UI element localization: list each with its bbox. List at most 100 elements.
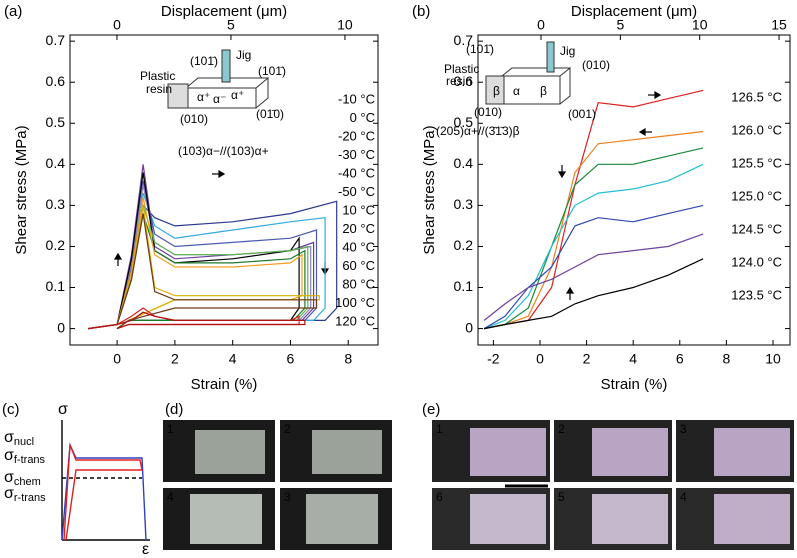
axis-symbol: ε [142, 541, 149, 558]
series-line [88, 172, 300, 330]
annotation: (010) [474, 105, 502, 119]
y-tick-label: 0 [57, 319, 65, 335]
axis-symbol: σ [58, 401, 68, 418]
x-tick-label: 10 [765, 351, 781, 367]
frame-number: 4 [167, 490, 174, 504]
x-tick-label: 6 [287, 351, 295, 367]
photos-d [163, 420, 392, 550]
y-tick-label: 0.2 [46, 237, 66, 253]
series-line [483, 233, 704, 321]
x-axis-title: Strain (%) [601, 376, 668, 393]
annotation: Plastic [140, 69, 175, 83]
x-tick-label: -2 [487, 351, 500, 367]
y-tick-label: 0 [465, 319, 473, 335]
legend-label: 40 °C [342, 239, 375, 254]
y-tick-label: 0.7 [46, 32, 66, 48]
legend-label: 80 °C [342, 276, 375, 291]
annotation: Jig [560, 44, 575, 58]
x2-tick-label: 10 [337, 17, 353, 33]
x-tick-label: 2 [583, 351, 591, 367]
legend-label: 20 °C [342, 221, 375, 236]
level-symbol: σ [4, 429, 14, 446]
annotation: resin [146, 82, 172, 96]
frame-number: 6 [436, 490, 443, 504]
x-tick-label: 2 [171, 351, 179, 367]
x-axis-title: Strain (%) [191, 376, 258, 393]
annotation: (01̄0) [256, 107, 284, 121]
y-tick-label: 0.4 [454, 155, 474, 171]
y-axis-title: Shear stress (MPa) [13, 125, 30, 254]
y-tick-label: 0.5 [46, 114, 66, 130]
annotation: β [493, 84, 500, 98]
legend-label: 123.5 °C [731, 287, 782, 302]
frame-number: 1 [167, 422, 174, 436]
schematic-c [61, 420, 150, 541]
annotation: (205)α+//(3̄1̄3)β [436, 124, 520, 138]
x2-tick-label: 5 [227, 17, 235, 33]
plot-frame [69, 34, 379, 346]
legend-label: -20 °C [338, 128, 375, 143]
legend-label: 126.0 °C [731, 122, 782, 137]
y-tick-label: 0.2 [454, 237, 474, 253]
annotation: (101̄) [190, 54, 218, 68]
legend-label: -10 °C [338, 91, 375, 106]
annotation: α [513, 84, 520, 98]
x-tick-label: 6 [676, 351, 684, 367]
level-label: σr-trans [4, 485, 46, 504]
level-symbol: σ [4, 469, 14, 486]
photos-e [432, 420, 794, 550]
legend-label: 125.5 °C [731, 155, 782, 170]
panel-label: (a) [4, 3, 22, 20]
level-symbol: σ [4, 447, 14, 464]
x-tick-label: 4 [229, 351, 237, 367]
x-tick-label: 0 [113, 351, 121, 367]
annotation: β [540, 84, 547, 98]
x2-tick-label: 10 [692, 17, 708, 33]
panel-label: (c) [2, 401, 20, 418]
level-symbol: σ [4, 485, 14, 502]
y-tick-label: 0.1 [46, 278, 66, 294]
legend-label: 60 °C [342, 258, 375, 273]
legend-label: -50 °C [338, 184, 375, 199]
y-tick-label: 0.6 [46, 73, 66, 89]
y-tick-label: 0.3 [454, 196, 474, 212]
x2-tick-label: 15 [771, 17, 787, 33]
x-tick-label: 0 [536, 351, 544, 367]
annotation: (010) [582, 58, 610, 72]
legend-label: -30 °C [338, 147, 375, 162]
frame-number: 1 [436, 422, 443, 436]
panel-label: (b) [412, 3, 430, 20]
annotation: Plastic [444, 62, 479, 76]
y-tick-label: 0.3 [46, 196, 66, 212]
series-line [88, 311, 306, 330]
legend-label: 124.0 °C [731, 254, 782, 269]
y-tick-label: 0.4 [46, 155, 66, 171]
x2-tick-label: 0 [537, 17, 545, 33]
frame-number: 5 [558, 490, 565, 504]
series-line [483, 147, 704, 330]
annotation: (101̄) [258, 64, 286, 78]
y-tick-label: 0.5 [454, 114, 474, 130]
plot-frame [477, 34, 791, 346]
annotation: (010) [180, 112, 208, 126]
annotation: α⁻ [213, 92, 226, 106]
annotation: (101̄) [466, 42, 494, 56]
series-line [483, 163, 704, 330]
annotation: (001) [568, 107, 596, 121]
annotation: Jig [236, 48, 251, 62]
series-line [483, 204, 704, 330]
frame-number: 2 [558, 422, 565, 436]
frame-number: 2 [284, 422, 291, 436]
level-subscript: r-trans [14, 492, 46, 504]
series-line [88, 213, 318, 330]
y-tick-label: 0.1 [454, 278, 474, 294]
legend-label: 100 °C [335, 295, 375, 310]
x-tick-label: 8 [722, 351, 730, 367]
inset-b [485, 41, 572, 105]
level-label: σf-trans [4, 447, 46, 466]
inset-a [167, 49, 270, 109]
y-tick-label: 0.7 [454, 32, 474, 48]
level-label: σchem [4, 469, 41, 488]
y-tick-label: 0.6 [454, 73, 474, 89]
